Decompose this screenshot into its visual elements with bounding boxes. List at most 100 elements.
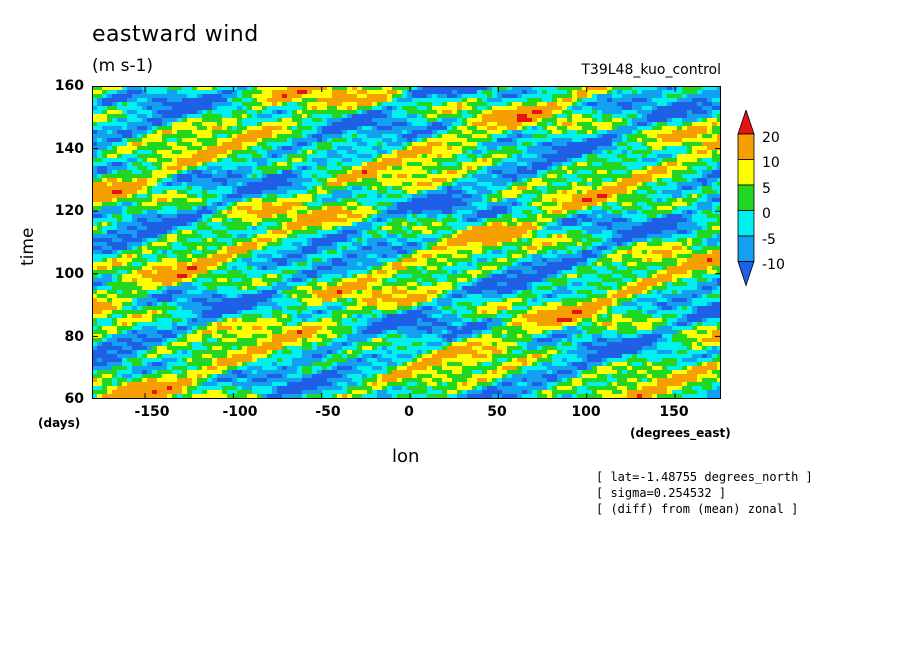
heatmap-cell — [167, 206, 173, 211]
heatmap-cell — [557, 90, 563, 95]
heatmap-cell — [477, 110, 483, 115]
heatmap-cell — [492, 170, 498, 175]
heatmap-cell — [262, 134, 268, 139]
heatmap-cell — [632, 210, 638, 215]
heatmap-cell — [172, 142, 178, 147]
heatmap-cell — [157, 122, 163, 127]
heatmap-cell — [122, 154, 128, 159]
heatmap-cell — [512, 134, 518, 139]
heatmap-cell — [377, 166, 383, 171]
heatmap-cell — [137, 210, 143, 215]
heatmap-cell — [207, 142, 213, 147]
heatmap-cell — [667, 126, 673, 131]
heatmap-cell — [337, 170, 343, 175]
heatmap-cell — [672, 190, 678, 195]
heatmap-cell — [317, 210, 323, 215]
heatmap-cell — [202, 102, 208, 107]
heatmap-cell — [307, 234, 313, 239]
heatmap-cell — [227, 226, 233, 231]
heatmap-cell — [697, 90, 703, 95]
heatmap-cell — [272, 186, 278, 191]
heatmap-cell — [512, 106, 518, 111]
heatmap-cell — [162, 114, 168, 119]
heatmap-cell — [592, 90, 598, 95]
heatmap-cell — [582, 110, 588, 115]
heatmap-cell — [472, 230, 478, 235]
heatmap-cell — [227, 110, 233, 115]
heatmap-cell — [302, 102, 308, 107]
heatmap-cell — [222, 238, 228, 243]
heatmap-cell — [392, 194, 398, 199]
heatmap-cell — [137, 150, 143, 155]
heatmap-cell — [117, 86, 123, 91]
heatmap-cell — [487, 130, 493, 135]
heatmap-cell — [532, 90, 538, 95]
heatmap-cell — [352, 222, 358, 227]
heatmap-cell — [252, 158, 258, 163]
heatmap-cell — [97, 174, 103, 179]
heatmap-cell — [92, 130, 98, 135]
heatmap-cell — [587, 98, 593, 103]
heatmap-cell — [242, 122, 248, 127]
heatmap-cell — [297, 142, 303, 147]
heatmap-cell — [582, 90, 588, 95]
heatmap-cell — [342, 102, 348, 107]
heatmap-cell — [487, 210, 493, 215]
heatmap-cell — [457, 234, 463, 239]
heatmap-cell — [302, 154, 308, 159]
heatmap-cell — [262, 186, 268, 191]
heatmap-cell — [332, 218, 338, 223]
heatmap-cell — [617, 94, 623, 99]
heatmap-cell — [372, 118, 378, 123]
heatmap-cell — [212, 102, 218, 107]
heatmap-cell — [97, 134, 103, 139]
heatmap-cell — [187, 190, 193, 195]
heatmap-cell — [512, 182, 518, 187]
heatmap-cell — [582, 234, 588, 239]
heatmap-cell — [97, 150, 103, 155]
heatmap-cell — [712, 146, 718, 151]
heatmap-cell — [422, 130, 428, 135]
heatmap-cell — [282, 130, 288, 135]
heatmap-cell — [687, 162, 693, 167]
heatmap-cell — [597, 114, 603, 119]
heatmap-cell — [707, 198, 713, 203]
heatmap-cell — [647, 158, 653, 163]
heatmap-cell — [697, 94, 703, 99]
heatmap-cell — [657, 202, 663, 207]
heatmap-cell — [147, 134, 153, 139]
heatmap-cell — [237, 134, 243, 139]
heatmap-cell — [397, 106, 403, 111]
heatmap-cell — [172, 106, 178, 111]
heatmap-cell — [327, 86, 333, 91]
heatmap-cell — [157, 126, 163, 131]
heatmap-cell — [482, 182, 488, 187]
heatmap-cell — [507, 114, 513, 119]
heatmap-cell — [277, 154, 283, 159]
heatmap-cell — [377, 122, 383, 127]
heatmap-cell — [242, 90, 248, 95]
heatmap-cell — [492, 146, 498, 151]
heatmap-cell — [602, 222, 608, 227]
heatmap-cell — [507, 210, 513, 215]
heatmap-cell — [707, 206, 713, 211]
heatmap-cell — [327, 182, 333, 187]
heatmap-cell — [167, 182, 173, 187]
heatmap-cell — [132, 174, 138, 179]
heatmap-cell — [457, 178, 463, 183]
heatmap-cell — [312, 118, 318, 123]
heatmap-cell — [242, 138, 248, 143]
heatmap-cell — [702, 178, 708, 183]
heatmap-cell — [327, 194, 333, 199]
heatmap-cell — [452, 214, 458, 219]
heatmap-cell — [487, 174, 493, 179]
heatmap-cell — [142, 194, 148, 199]
heatmap-cell — [297, 178, 303, 183]
heatmap-cell — [642, 170, 648, 175]
heatmap-cell — [337, 138, 343, 143]
heatmap-cell — [287, 198, 293, 203]
heatmap-cell — [512, 126, 518, 131]
heatmap-cell — [492, 186, 498, 191]
heatmap-cell — [322, 238, 328, 243]
heatmap-cell — [352, 166, 358, 171]
